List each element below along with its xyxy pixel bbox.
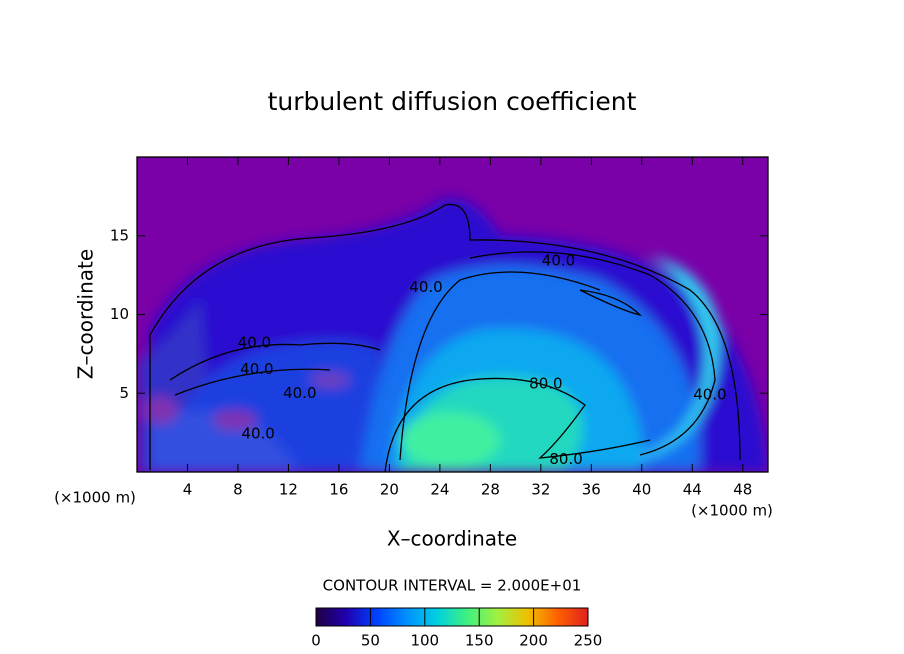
x-tick-label: 20 bbox=[380, 481, 399, 499]
x-tick-label: 40 bbox=[632, 481, 651, 499]
contour-label: 40.0 bbox=[283, 384, 316, 402]
contour-label: 40.0 bbox=[409, 278, 442, 296]
contour-label: 40.0 bbox=[238, 333, 271, 351]
x-tick-label: 12 bbox=[279, 481, 298, 499]
y-tick-label: 5 bbox=[119, 384, 129, 402]
chart-title: turbulent diffusion coefficient bbox=[268, 87, 637, 116]
x-unit: (×1000 m) bbox=[691, 502, 773, 520]
y-unit: (×1000 m) bbox=[54, 489, 136, 507]
y-tick-label: 10 bbox=[110, 305, 129, 323]
x-tick-label: 24 bbox=[430, 481, 449, 499]
x-tick-label: 8 bbox=[233, 481, 243, 499]
colorbar-tick-label: 0 bbox=[311, 632, 321, 650]
x-tick-label: 36 bbox=[582, 481, 601, 499]
colorbar-tick-label: 250 bbox=[574, 632, 603, 650]
contour-label: 40.0 bbox=[693, 385, 726, 403]
contour-label: 40.0 bbox=[240, 360, 273, 378]
x-tick-label: 48 bbox=[733, 481, 752, 499]
colorbar-tick-label: 50 bbox=[361, 632, 380, 650]
colorbar-tick-label: 200 bbox=[519, 632, 548, 650]
x-tick-label: 28 bbox=[481, 481, 500, 499]
colorbar bbox=[315, 607, 589, 627]
x-tick-label: 44 bbox=[683, 481, 702, 499]
field bbox=[137, 157, 768, 472]
x-tick-label: 4 bbox=[183, 481, 193, 499]
colorbar-tick-label: 150 bbox=[465, 632, 494, 650]
x-tick-label: 32 bbox=[531, 481, 550, 499]
y-tick-label: 15 bbox=[110, 226, 129, 244]
colorbar-tick-label: 100 bbox=[410, 632, 439, 650]
contour-interval: CONTOUR INTERVAL = 2.000E+01 bbox=[323, 577, 582, 595]
y-axis-label: Z–coordinate bbox=[74, 249, 98, 379]
x-tick-label: 16 bbox=[329, 481, 348, 499]
x-axis-label: X–coordinate bbox=[387, 527, 517, 551]
contour-label: 40.0 bbox=[542, 251, 575, 269]
contour-label: 80.0 bbox=[529, 374, 562, 392]
contour-label: 40.0 bbox=[241, 425, 274, 443]
contour-label: 80.0 bbox=[549, 450, 582, 468]
